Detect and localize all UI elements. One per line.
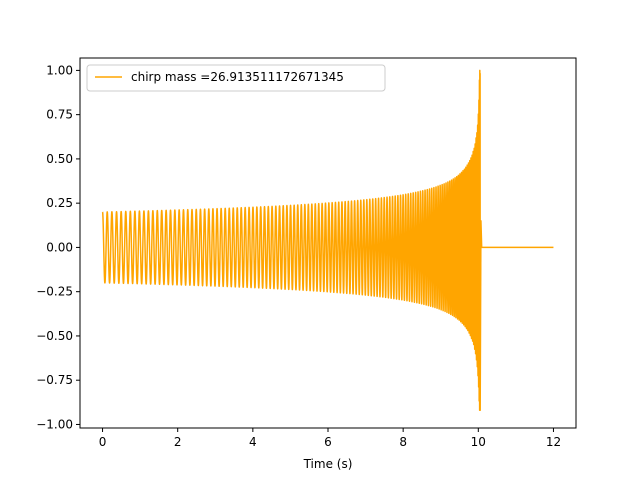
x-axis: 0 2 4 6 8 10 12 xyxy=(99,428,561,449)
plot-area xyxy=(101,69,554,412)
legend-label: chirp mass =26.913511172671345 xyxy=(131,70,344,84)
x-tick-label: 2 xyxy=(174,435,182,449)
y-tick-label: 0.25 xyxy=(46,196,73,210)
x-tick-label: 10 xyxy=(471,435,486,449)
x-tick-label: 4 xyxy=(249,435,257,449)
y-tick-label: 1.00 xyxy=(46,63,73,77)
x-tick-label: 8 xyxy=(399,435,407,449)
y-tick-label: 0.50 xyxy=(46,152,73,166)
y-axis: −1.00 −0.75 −0.50 −0.25 0.00 0.25 0.50 0.75 1.00 xyxy=(36,63,80,431)
y-tick-label: −0.50 xyxy=(36,329,73,343)
x-tick-label: 12 xyxy=(546,435,561,449)
legend-box xyxy=(86,64,386,92)
series-line xyxy=(101,69,554,412)
y-tick-label: −0.25 xyxy=(36,285,73,299)
x-tick-label: 0 xyxy=(99,435,107,449)
x-tick-label: 6 xyxy=(324,435,332,449)
y-tick-label: 0.00 xyxy=(46,240,73,254)
y-tick-label: 0.75 xyxy=(46,108,73,122)
legend: chirp mass =26.913511172671345 xyxy=(86,64,386,92)
y-tick-label: −1.00 xyxy=(36,417,73,431)
y-tick-label: −0.75 xyxy=(36,373,73,387)
x-axis-label: Time (s) xyxy=(303,457,353,471)
